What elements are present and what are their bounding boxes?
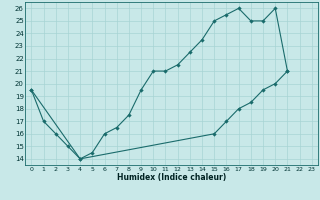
X-axis label: Humidex (Indice chaleur): Humidex (Indice chaleur)	[117, 173, 226, 182]
